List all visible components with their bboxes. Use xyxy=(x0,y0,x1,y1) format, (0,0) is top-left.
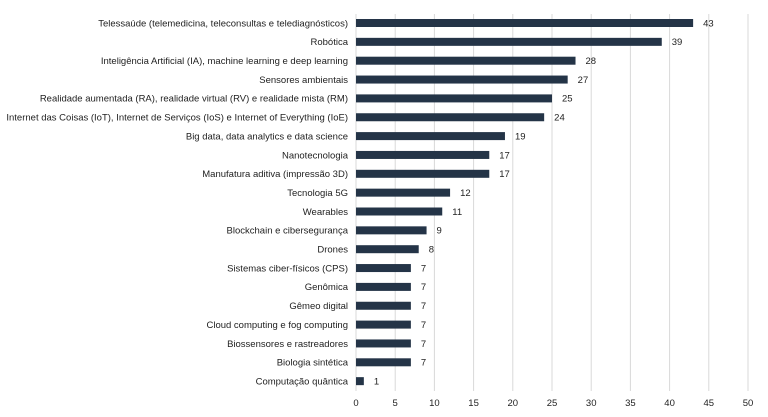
bar xyxy=(356,358,411,367)
category-label: Telessaúde (telemedicina, teleconsultas … xyxy=(98,18,348,29)
bar xyxy=(356,339,411,348)
data-label: 7 xyxy=(421,339,426,350)
category-label: Inteligência Artificial (IA), machine le… xyxy=(101,56,348,67)
bar xyxy=(356,188,451,197)
category-label: Manufatura aditiva (impressão 3D) xyxy=(202,169,348,180)
bar xyxy=(356,301,411,310)
x-tick-label: 30 xyxy=(586,398,597,409)
category-label: Biologia sintética xyxy=(277,358,349,369)
category-label: Nanotecnologia xyxy=(282,150,349,161)
bar xyxy=(356,207,443,216)
data-label: 9 xyxy=(437,226,442,237)
category-label: Genômica xyxy=(305,282,349,293)
gridlines xyxy=(355,14,749,391)
data-label: 17 xyxy=(499,169,510,180)
x-tick-label: 50 xyxy=(743,398,754,409)
bar xyxy=(356,150,490,159)
category-label: Blockchain e cibersegurança xyxy=(227,226,349,237)
data-label: 27 xyxy=(578,75,589,86)
x-tick-label: 35 xyxy=(625,398,636,409)
bar xyxy=(356,245,419,254)
bar xyxy=(356,169,490,178)
x-tick-label: 20 xyxy=(508,398,519,409)
data-label: 39 xyxy=(672,37,683,48)
data-label: 43 xyxy=(703,18,714,29)
x-tick-label: 45 xyxy=(704,398,715,409)
data-label: 7 xyxy=(421,263,426,274)
bar xyxy=(356,377,364,386)
category-labels: Telessaúde (telemedicina, teleconsultas … xyxy=(6,18,348,387)
category-label: Robótica xyxy=(311,37,349,48)
data-label: 12 xyxy=(460,188,471,199)
x-tick-label: 25 xyxy=(547,398,558,409)
data-label: 24 xyxy=(554,113,565,124)
data-label: 17 xyxy=(499,150,510,161)
x-tick-label: 15 xyxy=(468,398,479,409)
bar xyxy=(356,282,411,291)
data-label: 1 xyxy=(374,376,379,387)
category-label: Wearables xyxy=(303,207,348,218)
category-label: Biossensores e rastreadores xyxy=(227,339,348,350)
x-tick-label: 0 xyxy=(353,398,358,409)
bar xyxy=(356,113,545,122)
x-axis-tick-labels: 0 5 10 15 20 25 30 35 40 45 50 xyxy=(353,398,753,409)
category-label: Tecnologia 5G xyxy=(287,188,348,199)
data-label: 11 xyxy=(452,207,462,218)
bar xyxy=(356,320,411,329)
category-label: Big data, data analytics e data science xyxy=(186,131,348,142)
x-tick-label: 10 xyxy=(429,398,440,409)
bar xyxy=(356,37,662,46)
data-label: 28 xyxy=(586,56,597,67)
data-label: 25 xyxy=(562,94,573,105)
x-tick-label: 5 xyxy=(393,398,398,409)
category-label: Sensores ambientais xyxy=(259,75,348,86)
bars xyxy=(356,19,694,386)
data-label: 7 xyxy=(421,301,426,312)
category-label: Computação quântica xyxy=(256,376,349,387)
x-tick-label: 40 xyxy=(664,398,675,409)
category-label: Drones xyxy=(317,245,348,256)
bar xyxy=(356,264,411,273)
bar xyxy=(356,56,576,65)
category-label: Sistemas ciber-físicos (CPS) xyxy=(227,263,348,274)
category-label: Gêmeo digital xyxy=(289,301,348,312)
data-label: 8 xyxy=(429,245,434,256)
bar xyxy=(356,94,552,103)
data-label: 7 xyxy=(421,358,426,369)
category-label: Cloud computing e fog computing xyxy=(206,320,348,331)
bar xyxy=(356,226,427,235)
category-label: Internet das Coisas (IoT), Internet de S… xyxy=(6,113,348,124)
category-label: Realidade aumentada (RA), realidade virt… xyxy=(40,94,348,105)
bar xyxy=(356,75,568,84)
bar xyxy=(356,132,505,141)
data-label: 7 xyxy=(421,282,426,293)
data-label: 7 xyxy=(421,320,426,331)
bar xyxy=(356,19,694,27)
data-label: 19 xyxy=(515,131,526,142)
